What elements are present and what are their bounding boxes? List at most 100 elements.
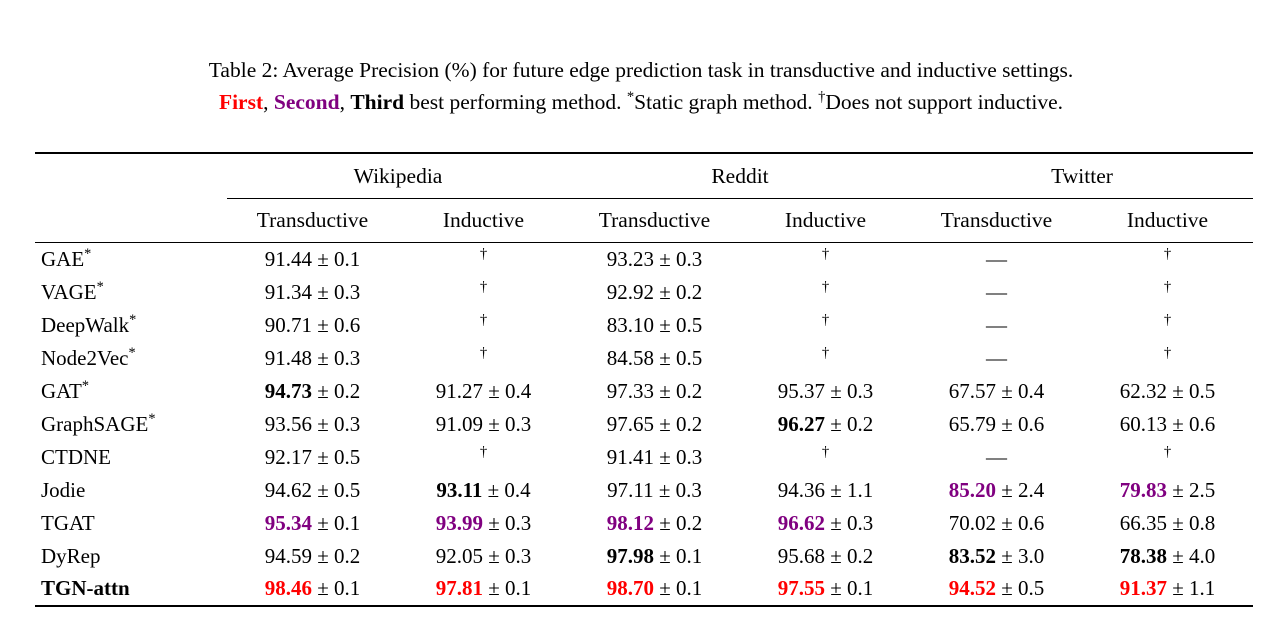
caption-second-label: Second [273, 89, 340, 114]
method-star-icon: * [128, 344, 136, 361]
method-label: GAE* [35, 243, 227, 276]
dash-symbol: — [986, 444, 1007, 469]
ap-stddev: ± 0.1 [317, 510, 361, 535]
table-cell: 92.05 ± 0.3 [398, 540, 569, 573]
caption-sep2: , [339, 89, 351, 114]
ap-stddev: ± 0.3 [317, 345, 361, 370]
table-cell: † [740, 342, 911, 375]
table-cell: 97.65 ± 0.2 [569, 408, 740, 441]
ap-value: 93.11 [436, 477, 483, 502]
ap-stddev: ± 0.1 [488, 576, 532, 600]
ap-stddev: ± 0.5 [1172, 378, 1216, 403]
ap-value: 60.13 [1119, 411, 1167, 436]
ap-stddev: ± 0.3 [830, 510, 874, 535]
ap-stddev: ± 0.4 [1001, 378, 1045, 403]
dagger-symbol: † [479, 344, 488, 361]
table-cell: 93.56 ± 0.3 [227, 408, 398, 441]
ap-value: 94.62 [264, 477, 312, 502]
ap-value: 91.27 [435, 378, 483, 403]
ap-stddev: ± 0.1 [659, 543, 703, 568]
corner-cell [35, 198, 227, 243]
ap-stddev: ± 0.3 [659, 444, 703, 469]
table-row: GAT* 94.73 ± 0.2 91.27 ± 0.4 97.33 ± 0.2 95… [35, 375, 1253, 408]
ap-value: 98.70 [606, 576, 654, 600]
ap-value: 66.35 [1119, 510, 1167, 535]
ap-value: 93.23 [606, 246, 654, 271]
ap-value: 97.33 [606, 378, 654, 403]
method-name: GAE [41, 246, 85, 271]
ap-value: 93.99 [435, 510, 483, 535]
table-row: GraphSAGE* 93.56 ± 0.3 91.09 ± 0.3 97.65 ±… [35, 408, 1253, 441]
dagger-symbol: † [1163, 278, 1172, 295]
ap-stddev: ± 0.3 [488, 543, 532, 568]
ap-stddev: ± 0.6 [1001, 510, 1045, 535]
ap-stddev: ± 0.1 [317, 246, 361, 271]
ap-stddev: ± 0.2 [830, 411, 874, 436]
ap-value: 91.41 [606, 444, 654, 469]
table-cell: 91.37 ± 1.1 [1082, 572, 1253, 607]
ap-stddev: ± 0.3 [317, 411, 361, 436]
table-cell: 70.02 ± 0.6 [911, 507, 1082, 540]
ap-stddev: ± 0.6 [1172, 411, 1216, 436]
table-cell: 98.70 ± 0.1 [569, 572, 740, 607]
dash-symbol: — [986, 312, 1007, 337]
dagger-symbol: † [479, 443, 488, 460]
ap-value: 95.34 [264, 510, 312, 535]
table-cell: 94.36 ± 1.1 [740, 474, 911, 507]
caption-sep1: , [263, 89, 274, 114]
method-label: GAT* [35, 375, 227, 408]
table-cell: 84.58 ± 0.5 [569, 342, 740, 375]
table-cell: 96.27 ± 0.2 [740, 408, 911, 441]
table-cell: — [911, 276, 1082, 309]
ap-value: 78.38 [1119, 543, 1167, 568]
table-cell: 95.37 ± 0.3 [740, 375, 911, 408]
ap-stddev: ± 2.4 [1001, 477, 1045, 502]
table-cell: 95.34 ± 0.1 [227, 507, 398, 540]
table-cell: 92.92 ± 0.2 [569, 276, 740, 309]
ap-value: 91.48 [264, 345, 312, 370]
method-star-icon: * [96, 278, 104, 295]
table-cell: 67.57 ± 0.4 [911, 375, 1082, 408]
ap-stddev: ± 1.1 [830, 477, 874, 502]
method-name: GraphSAGE [41, 411, 149, 436]
caption-first-label: First [218, 89, 264, 114]
col-header-reddit-transductive: Transductive [569, 198, 740, 243]
setting-header-row: Transductive Inductive Transductive Indu… [35, 198, 1253, 243]
dagger-symbol: † [821, 245, 830, 262]
ap-value: 90.71 [264, 312, 312, 337]
table-row: GAE* 91.44 ± 0.1 † 93.23 ± 0.3 † — † [35, 243, 1253, 276]
method-name: VAGE [41, 279, 97, 304]
col-header-twitter-transductive: Transductive [911, 198, 1082, 243]
table-cell: 93.23 ± 0.3 [569, 243, 740, 276]
method-label: GraphSAGE* [35, 408, 227, 441]
table-cell: 97.55 ± 0.1 [740, 572, 911, 607]
table-cell: 91.48 ± 0.3 [227, 342, 398, 375]
ap-stddev: ± 0.3 [659, 246, 703, 271]
ap-value: 98.46 [264, 576, 312, 600]
table-cell: 93.99 ± 0.3 [398, 507, 569, 540]
table-row: Jodie 94.62 ± 0.5 93.11 ± 0.4 97.11 ± 0.3 9… [35, 474, 1253, 507]
ap-stddev: ± 0.4 [487, 477, 531, 502]
ap-stddev: ± 0.1 [659, 576, 703, 600]
table-cell: 94.59 ± 0.2 [227, 540, 398, 573]
method-name: Node2Vec [41, 345, 129, 370]
method-label: VAGE* [35, 276, 227, 309]
table-cell: 90.71 ± 0.6 [227, 309, 398, 342]
ap-stddev: ± 0.5 [317, 477, 361, 502]
ap-value: 98.12 [606, 510, 654, 535]
table-cell: — [911, 309, 1082, 342]
table-cell: † [740, 243, 911, 276]
table-row: Node2Vec* 91.48 ± 0.3 † 84.58 ± 0.5 † — † [35, 342, 1253, 375]
col-header-wikipedia-transductive: Transductive [227, 198, 398, 243]
ap-value: 94.73 [264, 378, 312, 403]
ap-value: 97.98 [606, 543, 654, 568]
method-name: TGAT [41, 510, 95, 535]
caption-third-label: Third [350, 89, 405, 114]
table-cell: † [1082, 309, 1253, 342]
ap-stddev: ± 0.3 [658, 477, 702, 502]
method-star-icon: * [81, 377, 89, 394]
table-cell: 62.32 ± 0.5 [1082, 375, 1253, 408]
ap-value: 91.44 [264, 246, 312, 271]
method-star-icon: * [129, 311, 137, 328]
caption-line2: First, Second, Third best performing met… [81, 87, 1201, 119]
